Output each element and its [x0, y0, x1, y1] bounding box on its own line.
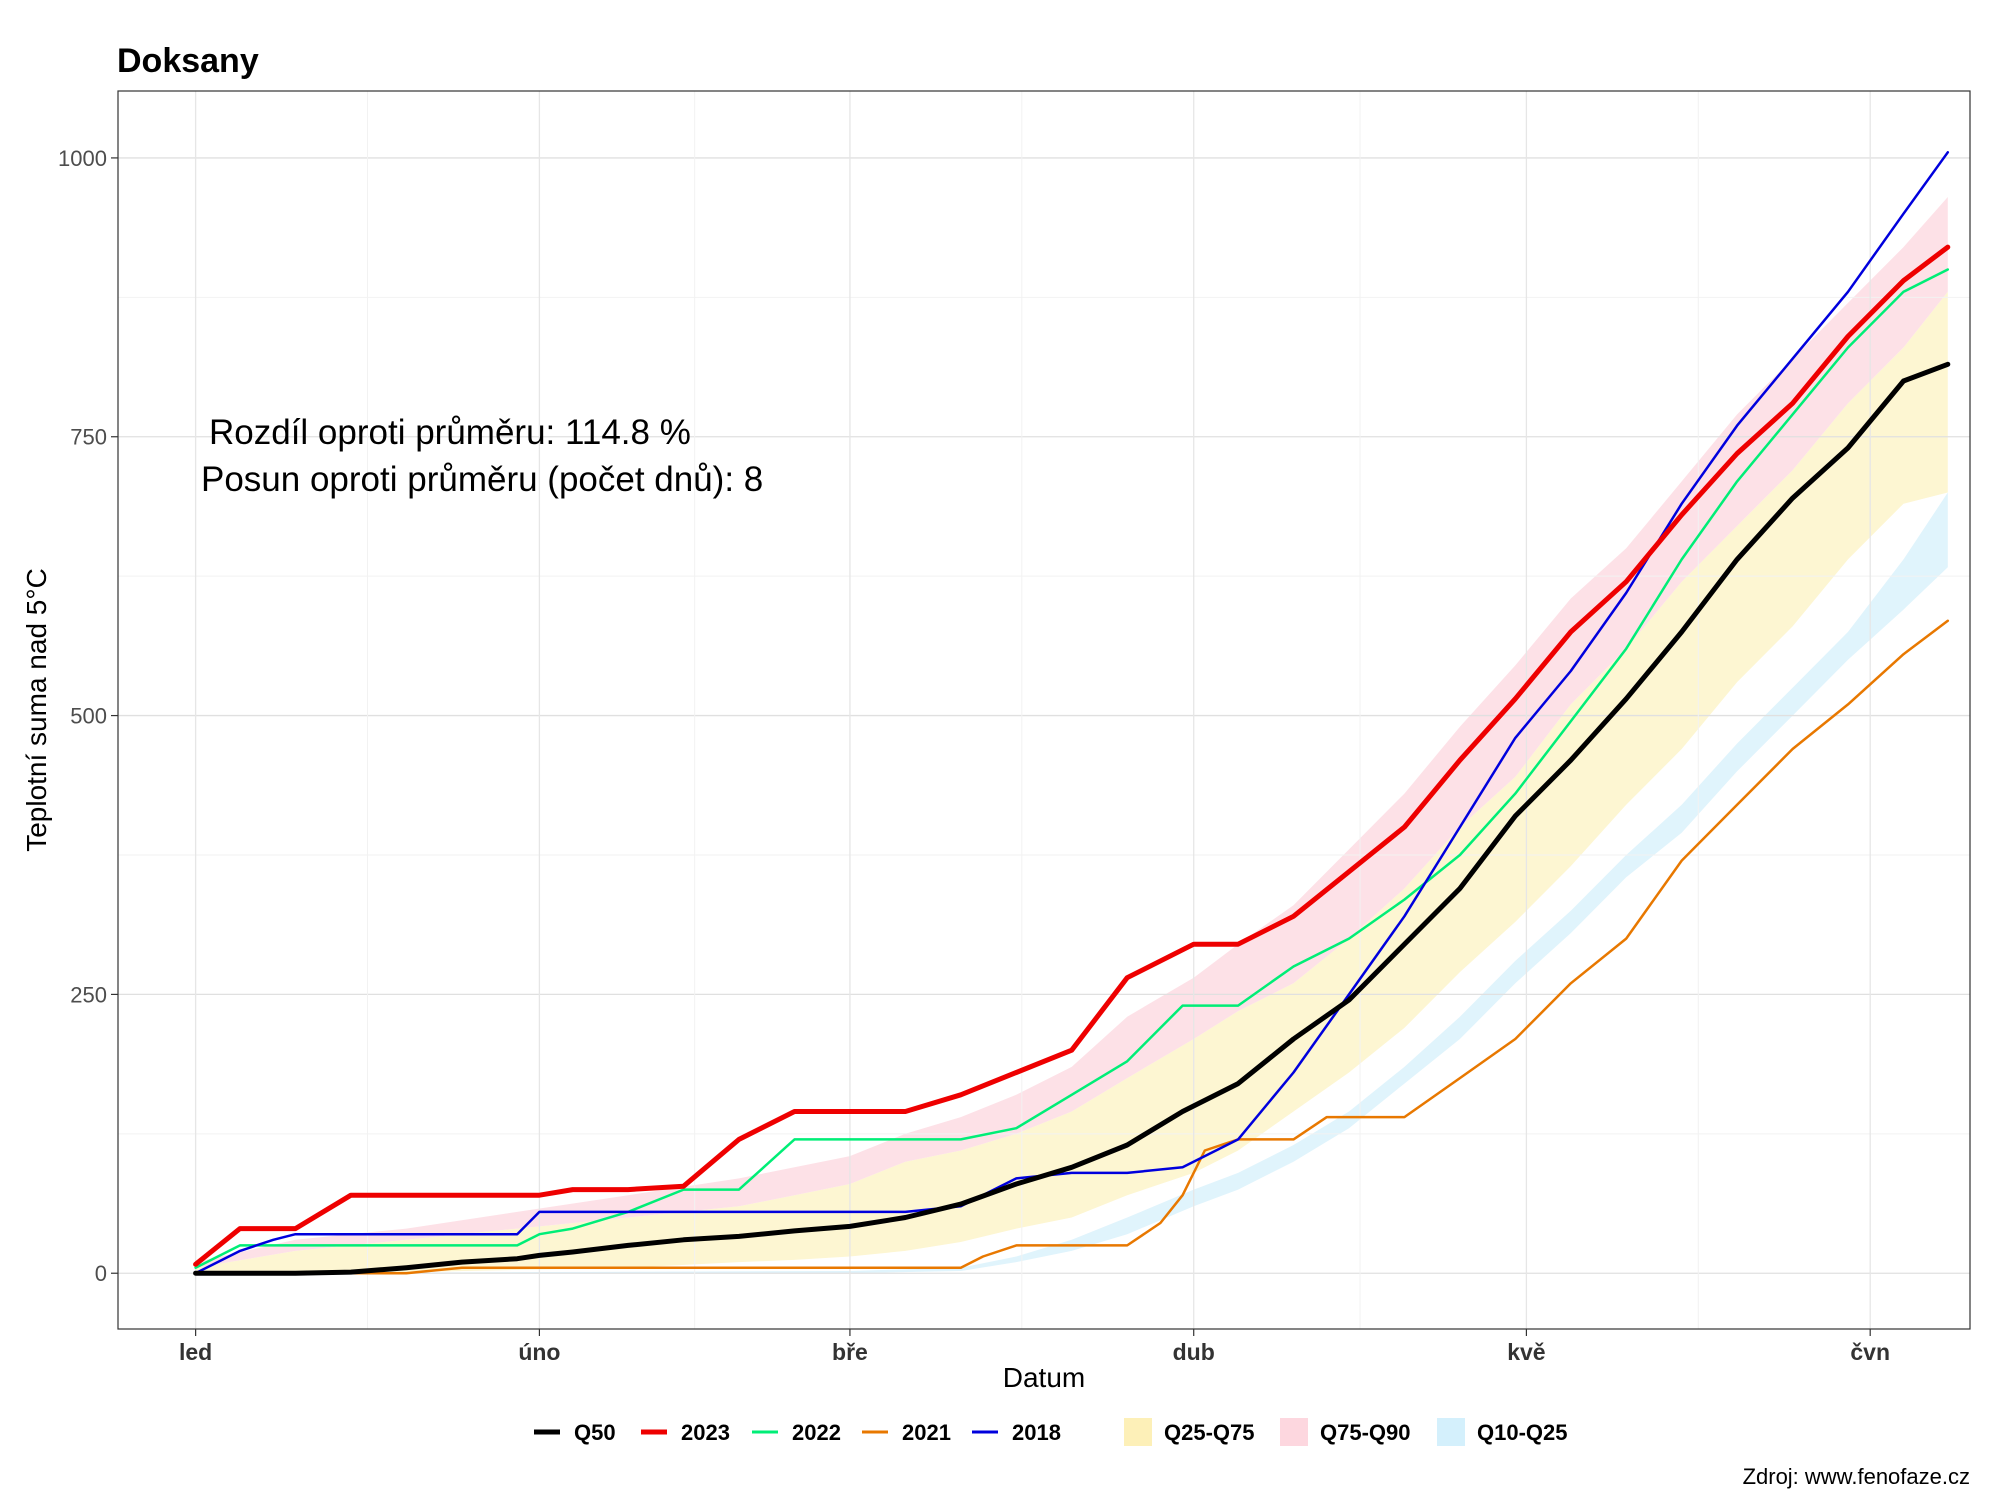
y-tick-label: 1000 [58, 146, 107, 171]
legend: Q50 2023 2022 2021 2018 Q25-Q75 Q75-Q90 Q10-Q25 [534, 1418, 1568, 1446]
legend-key-fill [1437, 1418, 1465, 1446]
legend-item-q10-q25: Q10-Q25 [1437, 1418, 1568, 1446]
legend-item-2022: 2022 [752, 1420, 841, 1445]
legend-label: 2018 [1012, 1420, 1061, 1445]
legend-label: 2022 [792, 1420, 841, 1445]
legend-label: Q50 [574, 1420, 616, 1445]
x-tick-label: kvě [1507, 1339, 1545, 1365]
grid-layer [118, 91, 1970, 1329]
legend-item-2023: 2023 [641, 1420, 730, 1445]
x-tick-label: čvn [1850, 1339, 1890, 1365]
y-tick-label: 0 [95, 1261, 107, 1286]
annotation-difference: Rozdíl oproti průměru: 114.8 % [209, 413, 691, 452]
series-line-q50 [193, 361, 1951, 1276]
annotation-shift: Posun oproti průměru (počet dnů): 8 [201, 460, 763, 499]
y-axis-label: Teplotní suma nad 5°C [21, 568, 52, 852]
legend-key-fill [1124, 1418, 1152, 1446]
y-axis: 0 250 500 750 1000 [58, 146, 118, 1286]
series-line-2021 [194, 619, 1950, 1275]
x-tick-label: bře [832, 1339, 868, 1365]
plot-frame [117, 90, 1971, 1330]
legend-item-q50: Q50 [534, 1420, 616, 1445]
source-note: Zdroj: www.fenofaze.cz [1743, 1464, 1970, 1489]
legend-label: Q25-Q75 [1164, 1420, 1255, 1445]
y-tick-label: 750 [70, 425, 107, 450]
legend-label: Q75-Q90 [1320, 1420, 1411, 1445]
x-axis-label: Datum [1003, 1362, 1085, 1393]
series-layer [193, 151, 1951, 1276]
legend-item-q75-q90: Q75-Q90 [1280, 1418, 1411, 1446]
legend-item-2018: 2018 [972, 1420, 1061, 1445]
x-axis: led úno bře dub kvě čvn [179, 1329, 1890, 1365]
bands-layer [195, 197, 1948, 1274]
band-q25-q75 [195, 291, 1948, 1274]
legend-label: 2023 [681, 1420, 730, 1445]
y-tick-label: 250 [70, 982, 107, 1007]
series-line-2022 [194, 268, 1950, 1269]
x-tick-label: dub [1173, 1339, 1215, 1365]
legend-label: 2021 [902, 1420, 951, 1445]
x-tick-label: led [179, 1339, 212, 1365]
legend-item-2021: 2021 [862, 1420, 951, 1445]
series-line-2023 [193, 244, 1951, 1267]
legend-label: Q10-Q25 [1477, 1420, 1568, 1445]
y-tick-label: 500 [70, 704, 107, 729]
legend-key-fill [1280, 1418, 1308, 1446]
chart-title: Doksany [117, 42, 259, 80]
x-tick-label: úno [518, 1339, 560, 1365]
legend-item-q25-q75: Q25-Q75 [1124, 1418, 1255, 1446]
